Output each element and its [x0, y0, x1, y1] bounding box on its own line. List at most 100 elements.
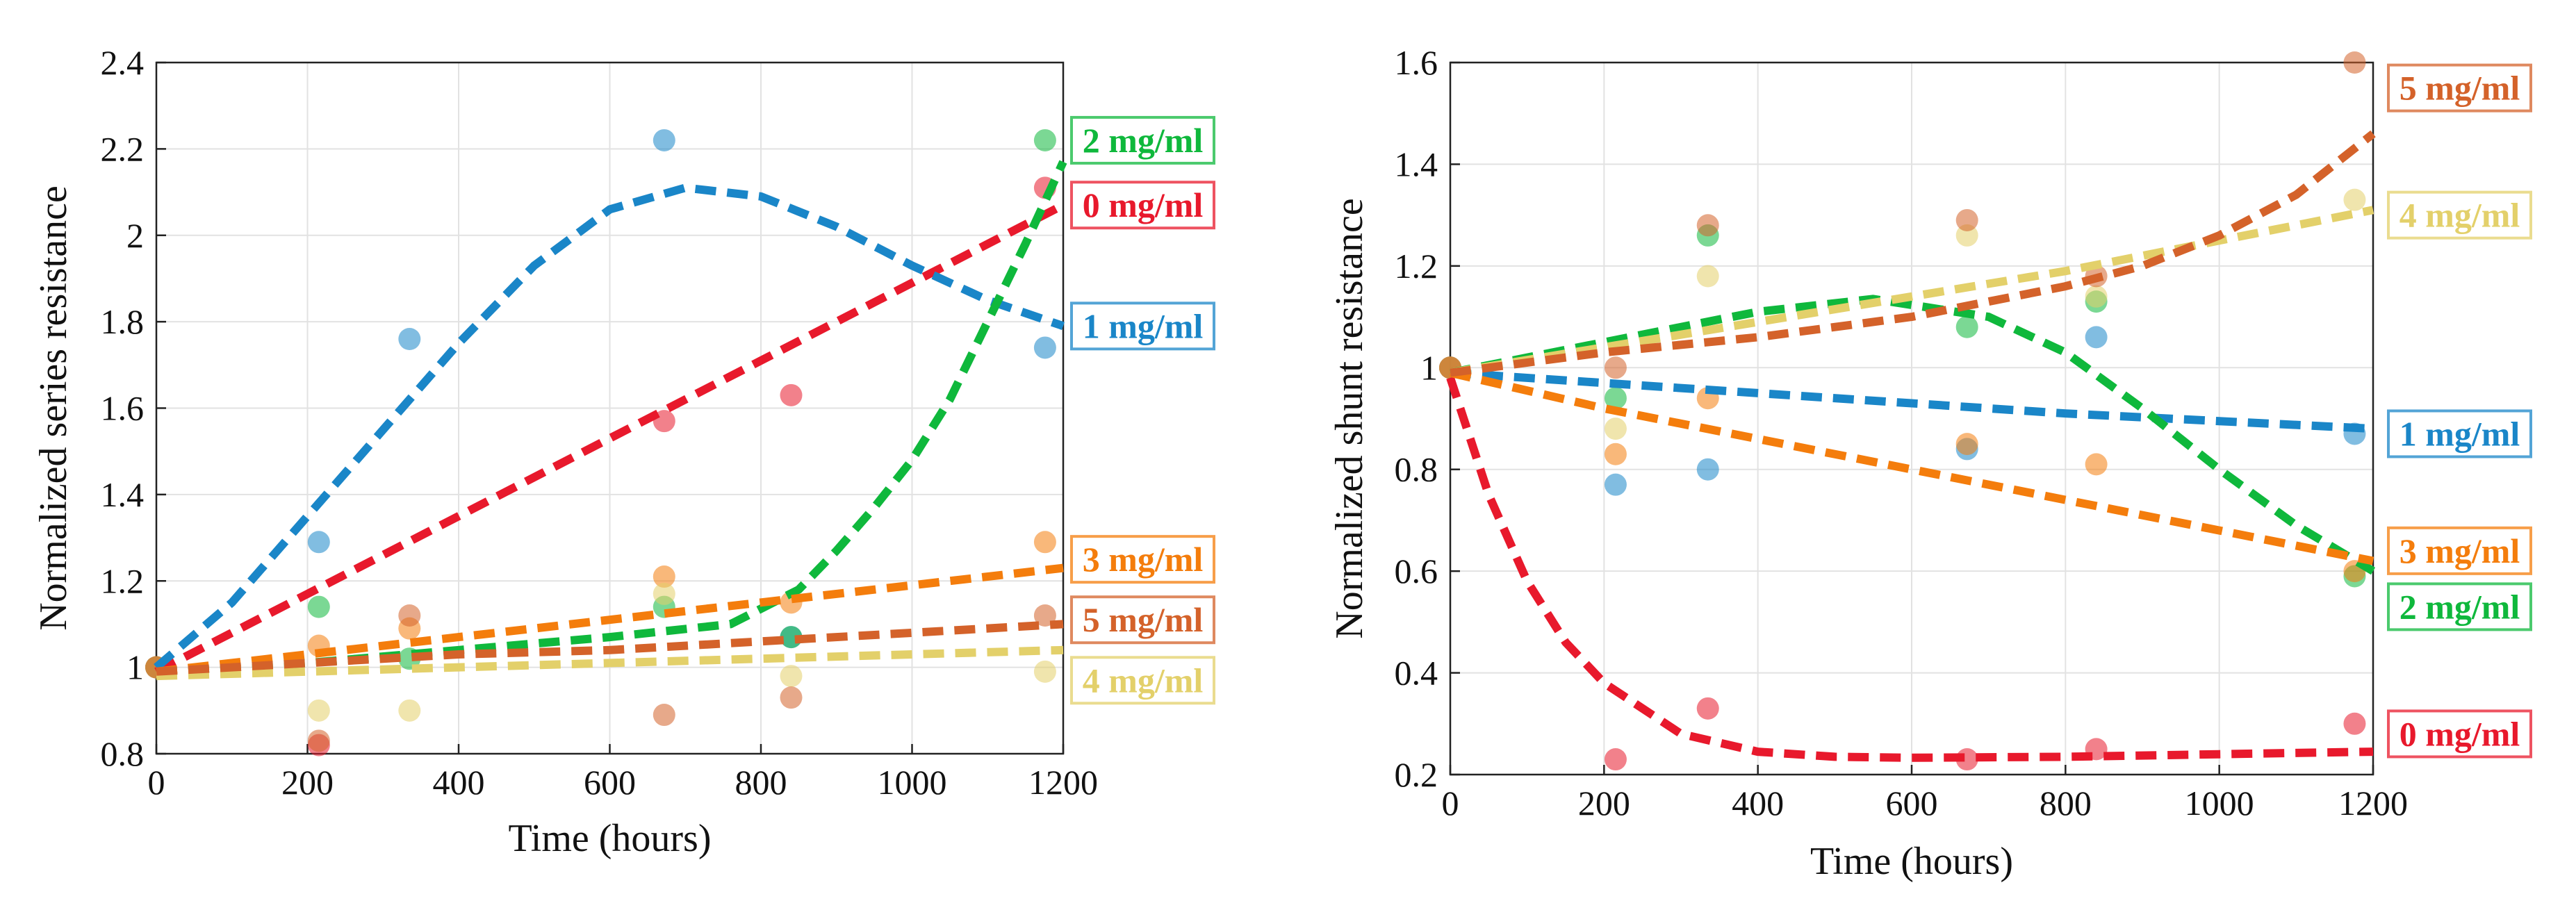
series-tag-1-mg-ml: 1 mg/ml [2399, 414, 2520, 453]
data-point-1-mg-ml [653, 129, 675, 151]
x-tick-label: 1200 [2338, 784, 2408, 823]
series-tag-5-mg-ml: 5 mg/ml [1083, 600, 1204, 639]
y-tick-label: 1.6 [1395, 43, 1438, 82]
data-point-1-mg-ml [398, 328, 421, 350]
data-point-3-mg-ml [653, 565, 675, 588]
fit-line-4-mg-ml [1450, 206, 2374, 377]
chart-2: 0 200 400 600 800 1000 1200 0.2 0.4 0.6 0.8 1 1.2 1.4… [1328, 43, 2532, 883]
series-tag-4-mg-ml: 4 mg/ml [2399, 196, 2520, 235]
series-tag-box-0-mg-ml [2387, 709, 2532, 759]
series-tag-box-2-mg-ml [2387, 582, 2532, 631]
data-point-5-mg-ml [2343, 51, 2366, 74]
series-tag-0-mg-ml: 0 mg/ml [1083, 185, 1204, 224]
x-axis-label: Time (hours) [1810, 840, 2013, 883]
series-tag-3-mg-ml: 3 mg/ml [1083, 540, 1204, 579]
series-tag-box-3-mg-ml [2387, 526, 2532, 575]
data-point-2-mg-ml [1955, 315, 1978, 338]
fit-line-0-mg-ml [154, 201, 1065, 676]
y-tick-label: 1.8 [101, 302, 145, 341]
data-point-0-mg-ml [2343, 712, 2366, 735]
series-tag-4-mg-ml: 4 mg/ml [1083, 661, 1204, 700]
fit-line-2-mg-ml [1449, 295, 2376, 575]
y-tick-label: 2.4 [101, 43, 145, 82]
y-tick-label: 0.8 [101, 734, 145, 773]
data-point-0-mg-ml [1696, 697, 1719, 720]
y-tick-label: 1.4 [1395, 144, 1438, 183]
data-point-5-mg-ml [780, 686, 803, 709]
x-tick-label: 1200 [1028, 763, 1098, 802]
fit-line-2-mg-ml [156, 160, 1067, 676]
y-tick-label: 1 [1420, 348, 1438, 387]
y-axis-label: Normalized shunt resistance [1328, 198, 1371, 638]
x-tick-label: 800 [735, 763, 787, 802]
data-point-5-mg-ml [307, 729, 330, 752]
data-point-4-mg-ml [2085, 285, 2108, 308]
y-tick-label: 0.2 [1395, 755, 1438, 794]
x-tick-label: 200 [1578, 784, 1630, 823]
fit-line-1-mg-ml [1450, 368, 2374, 433]
series-tag-2-mg-ml: 2 mg/ml [1083, 121, 1204, 160]
data-point-1-mg-ml [2085, 326, 2108, 349]
chart-1: 0 200 400 600 800 1000 1200 0.8 1 1.2 1.4 1.6 1.8 2 2.… [32, 43, 1215, 860]
data-point-4-mg-ml [1955, 224, 1978, 247]
x-tick-label: 600 [1886, 784, 1938, 823]
fit-line-5-mg-ml [1450, 130, 2376, 377]
y-tick-label: 1.6 [101, 389, 145, 428]
fit-line-5-mg-ml [156, 620, 1064, 676]
data-point-1-mg-ml [1033, 336, 1056, 359]
data-point-5-mg-ml [1604, 356, 1627, 379]
series-tag-box-1-mg-ml [1070, 301, 1215, 351]
y-tick-label: 0.4 [1395, 654, 1438, 693]
series-tag-2-mg-ml: 2 mg/ml [2399, 587, 2520, 626]
x-tick-label: 1000 [878, 763, 947, 802]
data-point-1-mg-ml [1604, 473, 1627, 496]
data-point-4-mg-ml [653, 582, 675, 605]
fit-line-3-mg-ml [1449, 368, 2374, 565]
data-point-5-mg-ml [653, 704, 675, 727]
data-point-4-mg-ml [1033, 660, 1056, 683]
x-tick-label: 400 [433, 763, 485, 802]
y-tick-label: 2 [126, 216, 144, 255]
data-point-3-mg-ml [2085, 453, 2108, 476]
x-tick-label: 1000 [2185, 784, 2254, 823]
data-point-5-mg-ml [398, 604, 421, 627]
data-point-4-mg-ml [398, 699, 421, 722]
series-tag-1-mg-ml: 1 mg/ml [1083, 306, 1204, 345]
x-tick-label: 400 [1732, 784, 1784, 823]
y-axis-label: Normalized series resistance [32, 185, 75, 631]
y-tick-label: 0.6 [1395, 552, 1438, 590]
fit-line-3-mg-ml [156, 563, 1064, 676]
x-tick-label: 200 [281, 763, 334, 802]
data-point-4-mg-ml [307, 699, 330, 722]
series-tag-box-3-mg-ml [1070, 535, 1215, 584]
x-tick-label: 0 [1442, 784, 1459, 823]
x-tick-label: 800 [2040, 784, 2092, 823]
y-tick-label: 1 [126, 648, 144, 687]
data-point-4-mg-ml [1696, 265, 1719, 288]
data-point-4-mg-ml [780, 665, 803, 688]
series-tag-box-4-mg-ml [2387, 190, 2532, 240]
data-point-3-mg-ml [1604, 443, 1627, 465]
data-point-2-mg-ml [1604, 387, 1627, 410]
fit-line-0-mg-ml [1446, 377, 2374, 762]
fit-line-1-mg-ml [154, 183, 1065, 671]
data-point-2-mg-ml [1033, 129, 1056, 151]
data-point-5-mg-ml [1696, 214, 1719, 237]
data-point-0-mg-ml [780, 383, 803, 406]
series-tag-box-4-mg-ml [1070, 656, 1215, 705]
series-tag-box-5-mg-ml [1070, 595, 1215, 645]
series-tag-box-0-mg-ml [1070, 181, 1215, 230]
y-tick-label: 0.8 [1395, 450, 1438, 489]
data-point-4-mg-ml [1604, 418, 1627, 440]
x-tick-label: 0 [148, 763, 165, 802]
series-tag-box-1-mg-ml [2387, 409, 2532, 458]
data-point-5-mg-ml [1955, 208, 1978, 231]
data-point-0-mg-ml [1604, 748, 1627, 771]
data-point-3-mg-ml [1033, 531, 1056, 554]
data-point-2-mg-ml [307, 595, 330, 618]
data-point-1-mg-ml [1696, 458, 1719, 481]
y-tick-label: 1.2 [1395, 247, 1438, 286]
data-point-1-mg-ml [307, 531, 330, 554]
y-tick-label: 2.2 [101, 129, 145, 168]
series-tag-box-5-mg-ml [2387, 63, 2532, 113]
